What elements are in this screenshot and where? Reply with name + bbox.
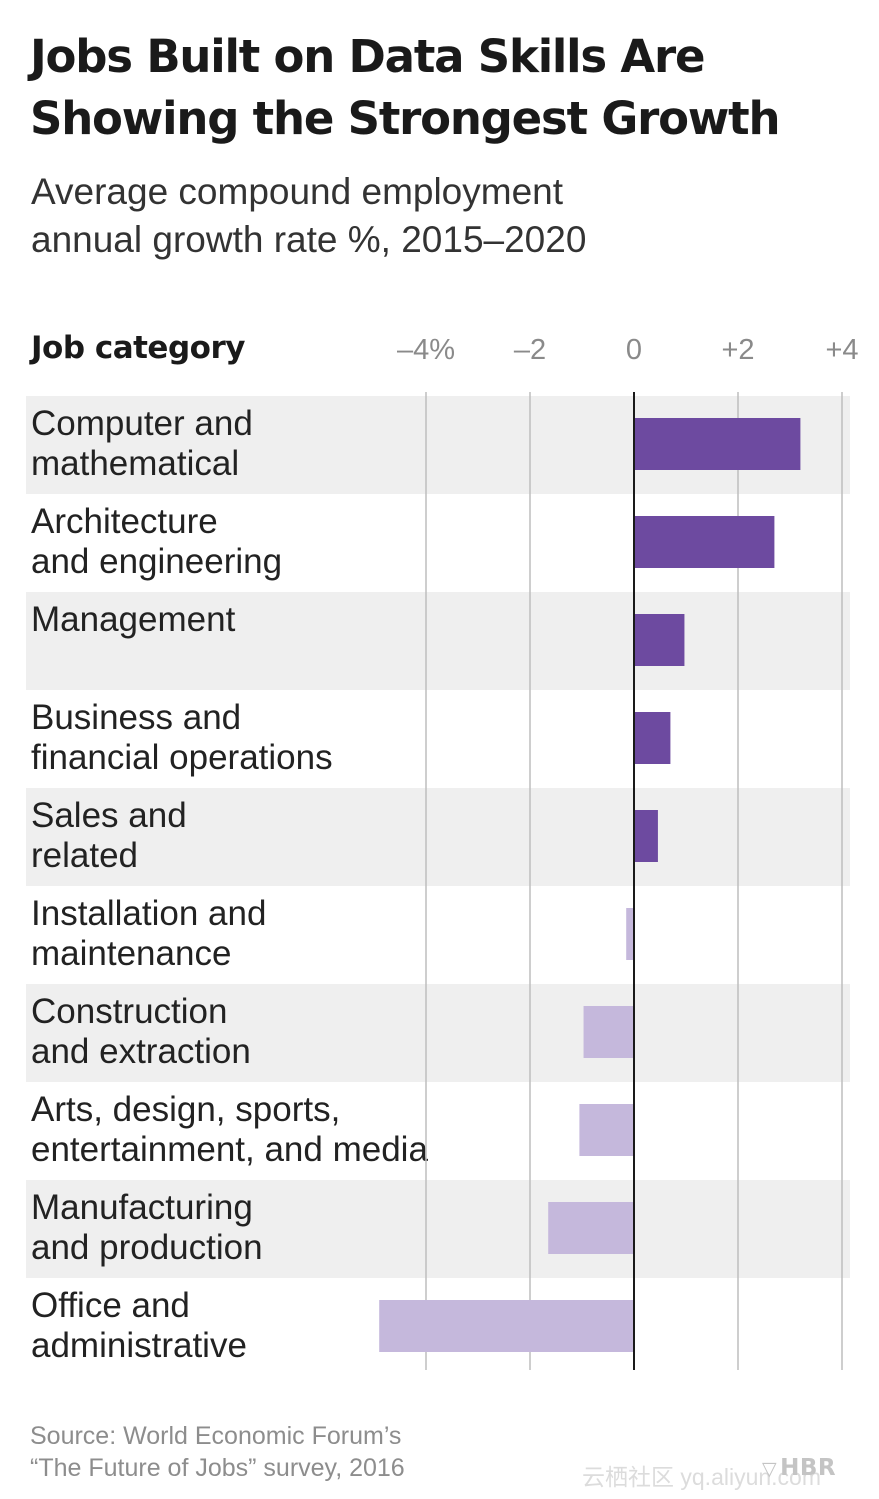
chart-subtitle: Average compound employment annual growt… [31, 168, 831, 264]
category-label-line: Architecture [31, 502, 218, 541]
source-line-2: “The Future of Jobs” survey, 2016 [30, 1454, 405, 1482]
subtitle-line-2: annual growth rate %, 2015–2020 [31, 219, 587, 260]
x-tick-label: –4% [396, 334, 456, 366]
source-note: Source: World Economic Forum’s “The Futu… [30, 1420, 405, 1484]
category-label-line: Construction [31, 992, 228, 1031]
category-label: Architecture and engineering [31, 502, 431, 582]
brand-logo: ▽ HBR [762, 1455, 836, 1481]
category-label-line: Business and [31, 698, 242, 737]
bar [579, 1104, 634, 1156]
subtitle-line-1: Average compound employment [31, 171, 564, 212]
title-line-2: Showing the Strongest Growth [30, 92, 781, 145]
bar [583, 1006, 634, 1058]
category-label-line: Management [31, 600, 236, 639]
x-tick-label: +4 [825, 334, 859, 366]
brand-label: HBR [780, 1455, 837, 1481]
category-label-line: administrative [31, 1326, 247, 1365]
bar [634, 712, 671, 764]
title-line-1: Jobs Built on Data Skills Are [30, 30, 706, 83]
hbr-shield-icon: ▽ [762, 1458, 778, 1480]
bar [379, 1300, 634, 1352]
category-label: Management [31, 600, 431, 640]
category-label-line: entertainment, and media [31, 1130, 428, 1169]
category-label-line: related [31, 836, 139, 875]
row-band [26, 788, 850, 886]
category-label: Office and administrative [31, 1286, 431, 1366]
category-label-line: Manufacturing [31, 1188, 253, 1227]
row-band [26, 592, 850, 690]
category-label: Construction and extraction [31, 992, 431, 1072]
bar [634, 516, 775, 568]
row-band [26, 984, 850, 1082]
x-tick-label: 0 [625, 334, 643, 366]
category-label: Arts, design, sports, entertainment, and … [31, 1090, 431, 1170]
category-label-line: and engineering [31, 542, 283, 581]
bar [548, 1202, 634, 1254]
category-label-line: Installation and [31, 894, 267, 933]
chart-title: Jobs Built on Data Skills Are Showing th… [30, 26, 870, 150]
category-label: Manufacturing and production [31, 1188, 431, 1268]
column-header: Job category [31, 330, 245, 366]
category-label-line: Arts, design, sports, [31, 1090, 341, 1129]
watermark: 云栖社区 yq.aliyun.com [582, 1464, 822, 1490]
category-label-line: and production [31, 1228, 263, 1267]
source-line-1: Source: World Economic Forum’s [30, 1422, 402, 1450]
category-label-line: mathematical [31, 444, 240, 483]
bar [634, 810, 658, 862]
bar [634, 418, 801, 470]
category-label: Computer and mathematical [31, 404, 431, 484]
category-label-line: financial operations [31, 738, 333, 777]
category-label: Installation and maintenance [31, 894, 431, 974]
bar [634, 614, 685, 666]
bar [626, 908, 634, 960]
category-label: Sales and related [31, 796, 431, 876]
row-band [26, 1180, 850, 1278]
category-label-line: Computer and [31, 404, 253, 443]
x-tick-label: –2 [513, 334, 547, 366]
category-label-line: and extraction [31, 1032, 251, 1071]
x-tick-label: +2 [721, 334, 755, 366]
category-label: Business and financial operations [31, 698, 431, 778]
category-label-line: maintenance [31, 934, 232, 973]
category-label-line: Sales and [31, 796, 187, 835]
category-label-line: Office and [31, 1286, 190, 1325]
